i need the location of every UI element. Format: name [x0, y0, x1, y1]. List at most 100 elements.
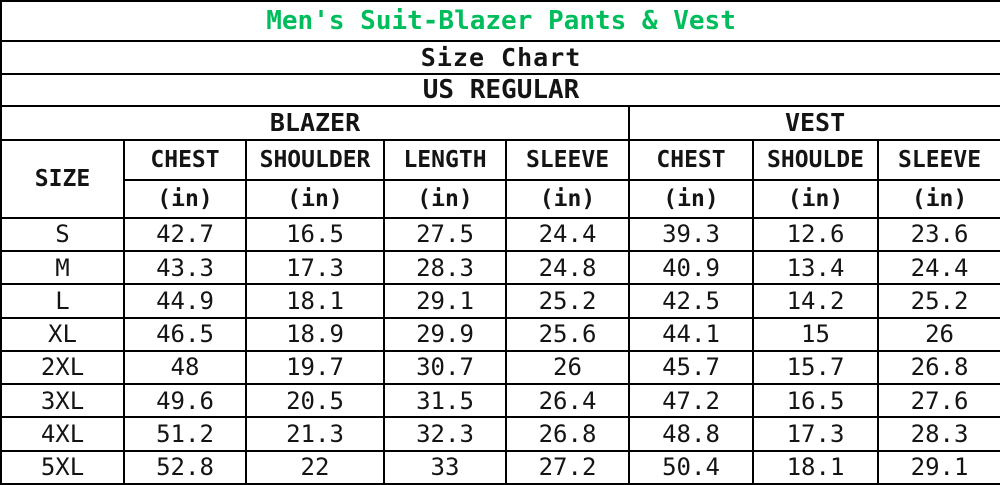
measurement-cell: 46.5: [123, 316, 247, 352]
size-label: XL: [0, 316, 125, 352]
measurement-cell: 26: [505, 349, 630, 386]
table-row: 3XL 49.6 20.5 31.5 26.4 47.2 16.5 27.6: [0, 383, 1000, 419]
measurement-cell: 24.4: [505, 216, 630, 253]
vest-sleeve-header: SLEEVE: [876, 139, 1000, 182]
group-header-blazer: BLAZER: [0, 104, 630, 142]
group-header-row: BLAZER VEST: [0, 104, 1000, 142]
measurement-cell: 48.8: [628, 416, 754, 452]
measurement-cell: 26.8: [505, 416, 630, 452]
table-row: S 42.7 16.5 27.5 24.4 39.3 12.6 23.6: [0, 216, 1000, 253]
size-label: S: [0, 216, 125, 253]
measurement-cell: 31.5: [383, 383, 507, 419]
measurement-cell: 27.5: [383, 216, 507, 253]
measurement-cell: 26.8: [876, 349, 1000, 386]
measurement-cell: 47.2: [628, 383, 754, 419]
fit-label: US REGULAR: [0, 72, 1000, 107]
measurement-cell: 51.2: [123, 416, 247, 452]
measurement-cell: 18.9: [245, 316, 385, 352]
blazer-shoulder-header: SHOULDER: [245, 139, 385, 182]
measurement-cell: 32.3: [383, 416, 507, 452]
measurement-cell: 21.3: [245, 416, 385, 452]
vest-chest-header: CHEST: [628, 139, 754, 182]
size-label: L: [0, 283, 125, 319]
measurement-cell: 16.5: [752, 383, 879, 419]
unit-label: (in): [505, 179, 630, 219]
unit-label: (in): [876, 179, 1000, 219]
measurement-cell: 15.7: [752, 349, 879, 386]
measurement-cell: 20.5: [245, 383, 385, 419]
size-label: 4XL: [0, 416, 125, 452]
table-row: L 44.9 18.1 29.1 25.2 42.5 14.2 25.2: [0, 283, 1000, 319]
title-row: Men's Suit-Blazer Pants & Vest: [0, 0, 1000, 43]
measurement-cell: 27.2: [505, 449, 630, 485]
measurement-cell: 14.2: [752, 283, 879, 319]
table-row: XL 46.5 18.9 29.9 25.6 44.1 15 26: [0, 316, 1000, 352]
measurement-cell: 15: [752, 316, 879, 352]
measurement-cell: 28.3: [383, 250, 507, 286]
measurement-cell: 13.4: [752, 250, 879, 286]
measurement-cell: 17.3: [245, 250, 385, 286]
measurement-cell: 17.3: [752, 416, 879, 452]
unit-label: (in): [245, 179, 385, 219]
measurement-cell: 18.1: [752, 449, 879, 485]
measurement-cell: 25.2: [876, 283, 1000, 319]
size-label: M: [0, 250, 125, 286]
fit-row: US REGULAR: [0, 72, 1000, 107]
measurement-cell: 28.3: [876, 416, 1000, 452]
measurement-cell: 18.1: [245, 283, 385, 319]
measurement-cell: 27.6: [876, 383, 1000, 419]
measurement-cell: 29.1: [876, 449, 1000, 485]
measurement-cell: 39.3: [628, 216, 754, 253]
blazer-length-header: LENGTH: [383, 139, 507, 182]
measurement-cell: 25.2: [505, 283, 630, 319]
measurement-cell: 52.8: [123, 449, 247, 485]
measurement-cell: 12.6: [752, 216, 879, 253]
size-table-body: S 42.7 16.5 27.5 24.4 39.3 12.6 23.6 M 43.3 17.3 28…: [0, 216, 1000, 485]
measurement-cell: 16.5: [245, 216, 385, 253]
measurement-cell: 44.1: [628, 316, 754, 352]
unit-label: (in): [628, 179, 754, 219]
size-label: 2XL: [0, 349, 125, 386]
measurement-cell: 22: [245, 449, 385, 485]
measurement-cell: 26.4: [505, 383, 630, 419]
vest-shoulder-header: SHOULDE: [752, 139, 879, 182]
measurement-cell: 29.9: [383, 316, 507, 352]
measurement-cell: 42.7: [123, 216, 247, 253]
measurement-cell: 43.3: [123, 250, 247, 286]
table-row: M 43.3 17.3 28.3 24.8 40.9 13.4 24.4: [0, 250, 1000, 286]
measurement-cell: 48: [123, 349, 247, 386]
subtitle-row: Size Chart: [0, 40, 1000, 75]
measurement-cell: 50.4: [628, 449, 754, 485]
measurement-cell: 29.1: [383, 283, 507, 319]
table-row: 4XL 51.2 21.3 32.3 26.8 48.8 17.3 28.3: [0, 416, 1000, 452]
size-label: 5XL: [0, 449, 125, 485]
size-column-header: SIZE: [0, 139, 125, 219]
measurement-cell: 26: [876, 316, 1000, 352]
group-header-vest: VEST: [627, 104, 1000, 142]
measurement-cell: 24.8: [505, 250, 630, 286]
table-row: 5XL 52.8 22 33 27.2 50.4 18.1 29.1: [0, 449, 1000, 485]
measurement-cell: 30.7: [383, 349, 507, 386]
size-chart-header: Men's Suit-Blazer Pants & Vest Size Char…: [0, 0, 1000, 219]
measurement-cell: 23.6: [876, 216, 1000, 253]
measurement-cell: 33: [383, 449, 507, 485]
measurement-cell: 44.9: [123, 283, 247, 319]
unit-label: (in): [383, 179, 507, 219]
measurement-cell: 40.9: [628, 250, 754, 286]
measurement-cell: 45.7: [628, 349, 754, 386]
blazer-chest-header: CHEST: [123, 139, 247, 182]
column-header-row: SIZE CHEST SHOULDER LENGTH SLEEVE CHEST …: [0, 139, 1000, 219]
unit-label: (in): [752, 179, 879, 219]
measurement-cell: 42.5: [628, 283, 754, 319]
blazer-sleeve-header: SLEEVE: [505, 139, 630, 182]
chart-subtitle: Size Chart: [0, 40, 1000, 75]
size-label: 3XL: [0, 383, 125, 419]
measurement-cell: 24.4: [876, 250, 1000, 286]
page-title: Men's Suit-Blazer Pants & Vest: [0, 0, 1000, 43]
measurement-cell: 49.6: [123, 383, 247, 419]
table-row: 2XL 48 19.7 30.7 26 45.7 15.7 26.8: [0, 349, 1000, 386]
unit-label: (in): [123, 179, 247, 219]
measurement-cell: 19.7: [245, 349, 385, 386]
